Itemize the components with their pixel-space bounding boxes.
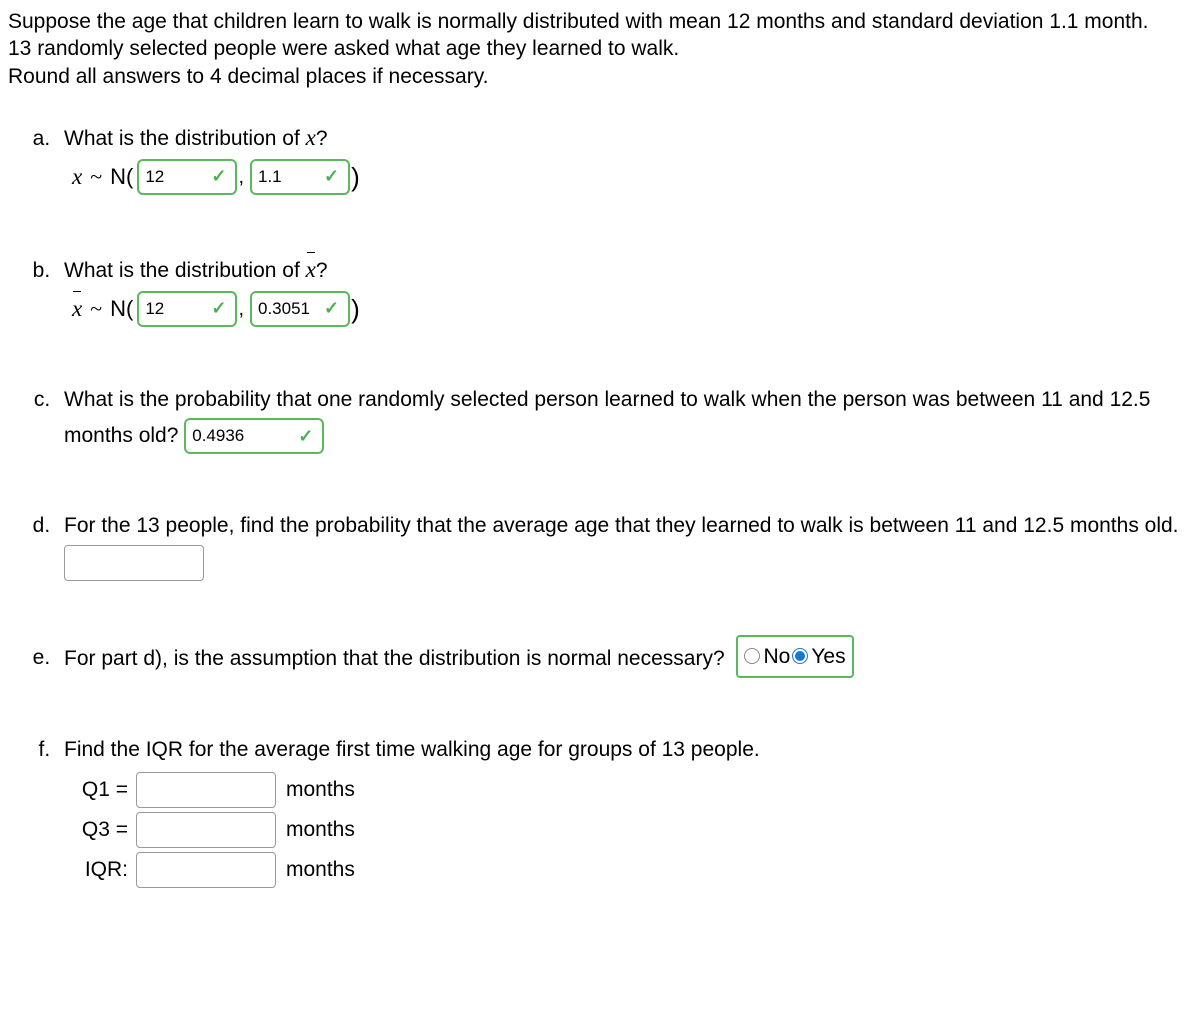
q1-label: Q1 =: [72, 772, 128, 808]
question-c: What is the probability that one randoml…: [56, 382, 1192, 454]
intro-line1: Suppose the age that children learn to w…: [8, 10, 1149, 33]
var-xbar: x: [306, 250, 316, 289]
normal-open: N(: [110, 290, 133, 327]
q-a-text-post: ?: [316, 127, 328, 150]
tilde: ~: [90, 290, 102, 327]
q-d-text: For the 13 people, find the probability …: [64, 514, 1179, 537]
iqr-input[interactable]: [136, 852, 276, 888]
q3-input[interactable]: [136, 812, 276, 848]
iqr-unit: months: [286, 852, 355, 888]
q-a-distribution: x ~ N( ✓ , ✓ ): [72, 157, 1192, 196]
radio-no-label: No: [763, 639, 790, 675]
q-a-text-pre: What is the distribution of: [64, 127, 306, 150]
question-list: What is the distribution of x? x ~ N( ✓ …: [8, 118, 1192, 888]
normal-open: N(: [110, 158, 133, 195]
q3-unit: months: [286, 812, 355, 848]
comma: ,: [238, 160, 244, 194]
tilde: ~: [90, 158, 102, 195]
q-b-text-pre: What is the distribution of: [64, 259, 306, 282]
question-a: What is the distribution of x? x ~ N( ✓ …: [56, 118, 1192, 196]
intro-line3: Round all answers to 4 decimal places if…: [8, 65, 489, 88]
iqr-label: IQR:: [72, 852, 128, 888]
question-f: Find the IQR for the average first time …: [56, 732, 1192, 888]
question-d: For the 13 people, find the probability …: [56, 508, 1192, 580]
q-b-sd-input[interactable]: [250, 291, 350, 327]
var-x: x: [306, 125, 316, 150]
q-a-mean-input[interactable]: [137, 159, 237, 195]
q1-unit: months: [286, 772, 355, 808]
q1-input[interactable]: [136, 772, 276, 808]
question-b: What is the distribution of x? x ~ N( ✓ …: [56, 250, 1192, 328]
q-b-text-post: ?: [316, 259, 328, 282]
radio-group-normal-assumption: No Yes: [736, 635, 853, 679]
q-e-text: For part d), is the assumption that the …: [64, 646, 725, 669]
q3-row: Q3 = months: [72, 812, 1192, 848]
q-d-input[interactable]: [64, 545, 204, 581]
radio-yes[interactable]: [792, 648, 808, 664]
normal-close: ): [351, 296, 360, 322]
intro-line2: 13 randomly selected people were asked w…: [8, 37, 679, 60]
normal-close: ): [351, 164, 360, 190]
iqr-row: IQR: months: [72, 852, 1192, 888]
radio-no[interactable]: [744, 648, 760, 664]
q-a-sd-input[interactable]: [250, 159, 350, 195]
q-c-input[interactable]: [184, 418, 324, 454]
comma: ,: [238, 292, 244, 326]
q-f-text: Find the IQR for the average first time …: [64, 738, 760, 761]
dist-var-x: x: [72, 157, 82, 196]
q3-label: Q3 =: [72, 812, 128, 848]
question-e: For part d), is the assumption that the …: [56, 635, 1192, 679]
dist-var-xbar: x: [72, 289, 82, 328]
radio-yes-label: Yes: [811, 639, 845, 675]
q-b-distribution: x ~ N( ✓ , ✓ ): [72, 289, 1192, 328]
q-b-mean-input[interactable]: [137, 291, 237, 327]
q1-row: Q1 = months: [72, 772, 1192, 808]
intro-text: Suppose the age that children learn to w…: [8, 8, 1192, 90]
